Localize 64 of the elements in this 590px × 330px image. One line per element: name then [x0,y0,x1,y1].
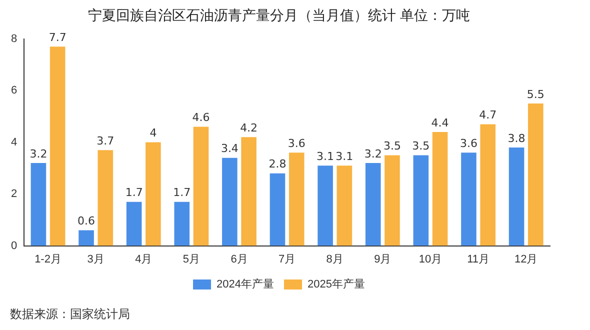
bar [413,155,429,246]
bar [241,137,256,246]
legend-label: 2024年产量 [216,278,274,291]
data-label: 0.6 [78,214,96,228]
y-tick-label: 6 [10,84,18,97]
x-tick-label: 8月 [326,253,344,266]
x-tick-label: 12月 [514,253,538,266]
legend-label: 2025年产量 [308,278,365,291]
data-label: 4 [150,126,157,140]
bar [384,155,400,246]
data-label: 4.2 [240,121,258,134]
data-label: 3.7 [96,134,114,148]
data-label: 3.6 [460,137,478,150]
bar [270,173,286,246]
data-label: 4.4 [431,116,449,130]
bar [365,163,381,246]
y-tick-label: 2 [10,188,18,200]
bar [432,132,448,246]
data-label: 3.4 [220,142,238,156]
data-label: 3.5 [412,140,430,153]
data-label: 1.7 [125,186,143,200]
x-tick-label: 10月 [418,253,442,266]
data-label: 3.2 [364,147,382,160]
bar [336,166,352,246]
source-note: 数据来源：国家统计局 [10,306,130,323]
data-label: 1.7 [173,186,191,200]
bar [193,126,209,246]
bar [508,147,524,246]
data-label: 3.5 [383,140,401,153]
x-tick-label: 9月 [374,253,392,266]
y-tick-label: 8 [10,32,18,45]
bar [146,142,161,246]
bar [78,230,94,246]
y-tick-label: 4 [10,136,18,148]
data-label: 7.7 [48,30,66,44]
data-label: 2.8 [268,158,286,171]
bar [30,163,46,246]
bar [174,202,190,246]
bar [528,103,544,246]
data-label: 3.1 [336,150,354,163]
bar [461,152,476,246]
bar [288,152,304,246]
chart-title: 宁夏回族自治区石油沥青产量分月（当月值）统计 单位：万吨 [88,8,470,24]
data-label: 5.5 [526,88,544,101]
bar [318,166,333,246]
data-label: 3.8 [508,132,526,145]
data-label: 3.1 [316,150,334,163]
bar [126,202,142,246]
data-label: 3.2 [30,147,48,160]
x-tick-label: 4月 [135,253,152,266]
bar [222,158,238,246]
x-tick-label: 1-2月 [34,253,62,266]
data-label: 3.6 [288,137,306,150]
bar [480,124,496,246]
data-label: 4.6 [192,111,210,124]
data-label: 4.7 [479,108,497,122]
x-tick-label: 3月 [87,253,104,266]
bar [50,46,66,246]
bar [98,150,114,246]
x-tick-label: 11月 [467,253,490,266]
y-tick-label: 0 [10,240,18,252]
x-tick-label: 6月 [230,253,248,266]
x-tick-label: 7月 [278,253,296,266]
x-tick-label: 5月 [182,253,200,266]
